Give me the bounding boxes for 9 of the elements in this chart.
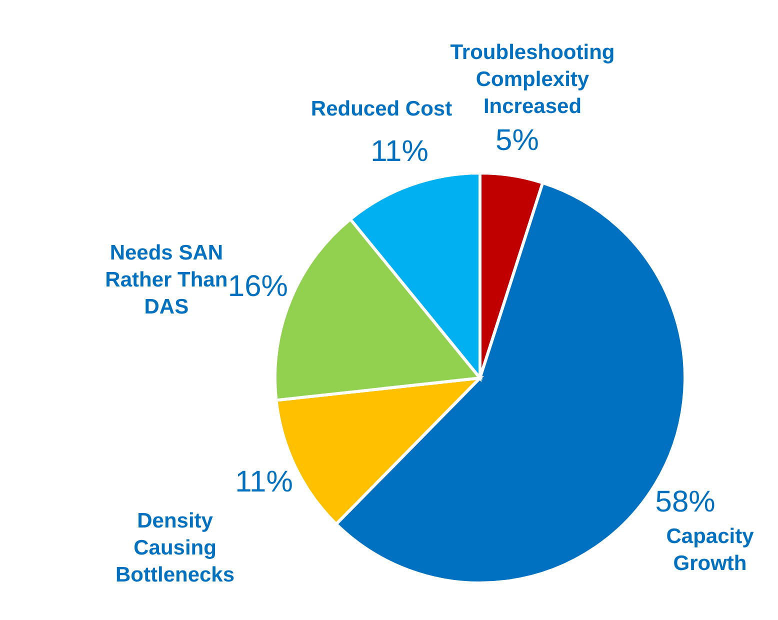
data-label: 11% (235, 466, 293, 499)
slice-label: Capacity Growth (666, 524, 754, 575)
data-label: 16% (228, 270, 288, 304)
data-label: 58% (655, 485, 716, 518)
slice-label: Needs SAN Rather Than DAS (105, 241, 228, 318)
slice-label: Density Causing Bottlenecks (115, 509, 235, 586)
data-label: 5% (495, 124, 539, 157)
slice-label: Reduced Cost (310, 98, 452, 121)
data-label: 11% (370, 134, 428, 168)
